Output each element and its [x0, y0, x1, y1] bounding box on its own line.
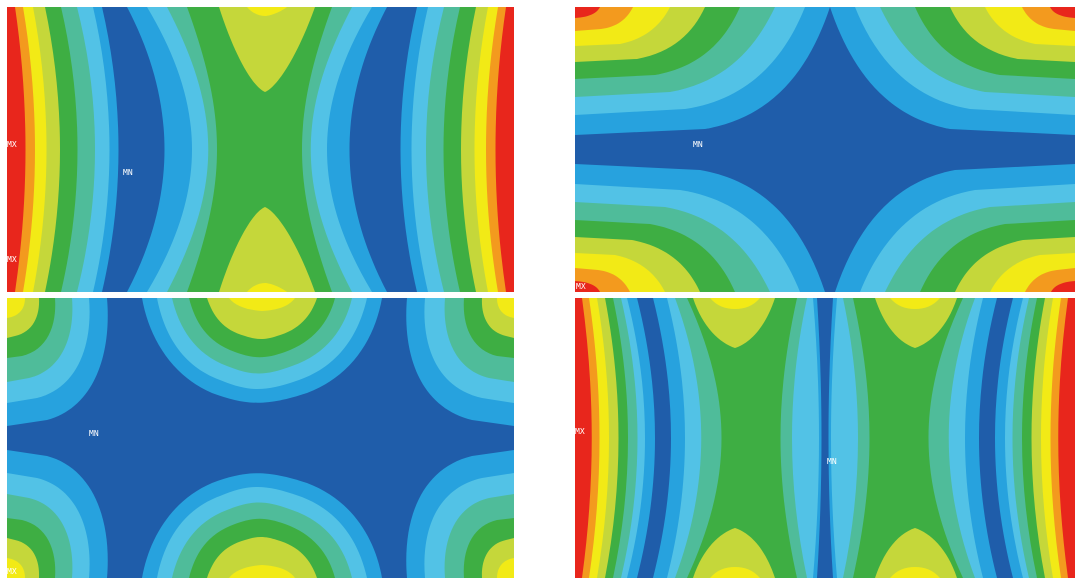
contour-plot-4: MN MX: [575, 298, 1075, 578]
min-label: MN: [89, 429, 99, 438]
bottom-centre-fan: [142, 473, 382, 578]
lobe-yellow-bottom: [247, 283, 287, 292]
bottom-right-fan: [406, 450, 514, 578]
lobe-yellowgreen-bottom: [219, 207, 315, 292]
corner-label: MX: [7, 255, 17, 264]
contour-plot-3: MN MX: [7, 298, 514, 578]
corner-rings-top-right: [830, 7, 1075, 135]
corner-rings-top-left: [7, 298, 108, 426]
min-label: MN: [123, 168, 133, 177]
corner-rings-bottom-right: [835, 164, 1075, 292]
contour-plot-3-svg: MN MX: [7, 298, 514, 578]
contour-plot-2-svg: MN MX: [575, 7, 1075, 292]
corner-label: MX: [576, 282, 586, 291]
corner-rings-bottom-left: [575, 164, 825, 292]
contour-plot-1-svg: MN MX MX: [7, 7, 514, 292]
hourglass-right: [843, 298, 975, 578]
corner-rings-top-right: [406, 298, 514, 426]
top-centre-fan: [142, 298, 382, 403]
min-label: MN: [827, 457, 837, 466]
max-label: MX: [7, 140, 17, 149]
max-label: MX: [575, 427, 585, 436]
hourglass-left: [675, 298, 807, 578]
contour-plot-2: MN MX: [575, 7, 1075, 292]
min-label: MN: [693, 140, 703, 149]
corner-rings-top-left: [575, 7, 830, 135]
contour-plot-1: MN MX MX: [7, 7, 514, 292]
contour-plot-4-svg: MN MX: [575, 298, 1075, 578]
lobe-yellowgreen-top: [219, 7, 315, 92]
bottom-left-fan: [7, 450, 108, 578]
lobe-yellow-top: [247, 7, 287, 16]
central-column: [807, 298, 843, 578]
corner-label: MX: [7, 567, 17, 576]
band-green-centre: [187, 7, 332, 292]
